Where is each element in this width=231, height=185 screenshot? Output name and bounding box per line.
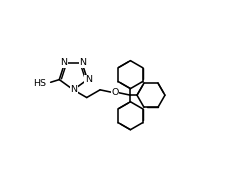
Text: N: N <box>60 58 67 67</box>
Text: HS: HS <box>33 79 46 88</box>
Text: N: N <box>79 58 86 67</box>
Text: N: N <box>85 75 92 84</box>
Text: N: N <box>70 85 77 94</box>
Text: O: O <box>112 88 119 97</box>
